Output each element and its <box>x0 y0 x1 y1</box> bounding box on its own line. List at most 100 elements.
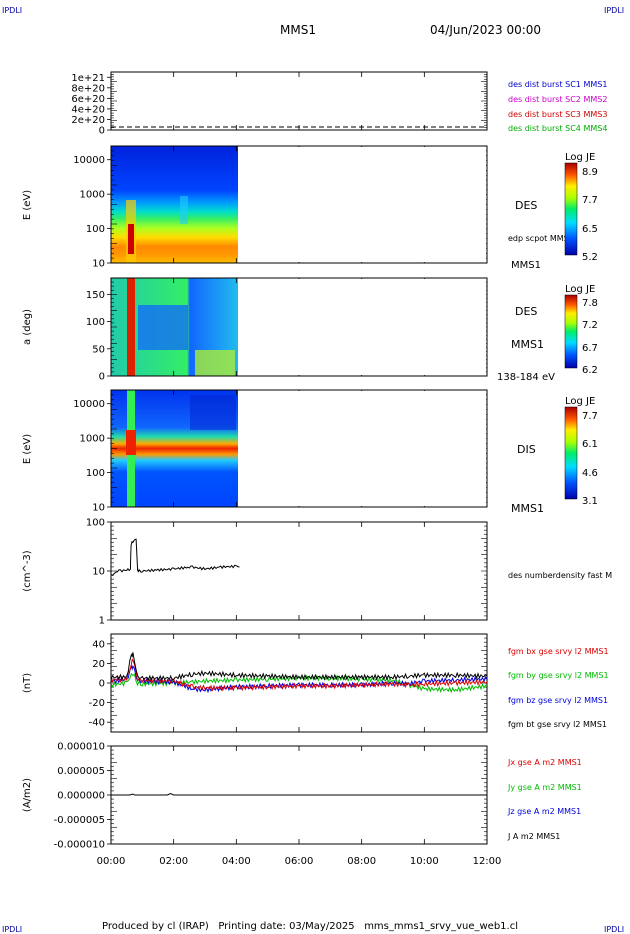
corner-label-bottom-right: IPDLI <box>604 925 624 934</box>
legend-current-jz: Jz gse A m2 MMS1 <box>507 807 581 816</box>
y-tick-label: 1 <box>99 616 105 627</box>
series-line <box>111 792 487 796</box>
panel-dis-energy: DIS MMS1 Log JE 7.7 6.1 4.6 3.1 <box>111 390 598 515</box>
des-energy-hot-spot <box>128 224 134 254</box>
des-pitch-yellow-region <box>195 350 235 376</box>
des-pitch-spacecraft-label: MMS1 <box>511 338 544 351</box>
des-energy-colorbar-tick: 7.7 <box>582 195 598 206</box>
y-tick-label: 0 <box>99 372 105 383</box>
date-title: 04/Jun/2023 00:00 <box>430 23 541 37</box>
legend-current-jx: Jx gse A m2 MMS1 <box>507 758 582 767</box>
des-energy-stripe <box>180 196 188 224</box>
des-energy-colorbar-tick: 8.9 <box>582 167 598 178</box>
panel-des-pitch: DES MMS1 138-184 eV Log JE 7.8 7.2 6.7 6… <box>111 278 598 383</box>
y-tick-label: 20 <box>92 659 105 670</box>
y-axis-label: a (deg) <box>22 309 33 345</box>
y-tick-label: 10 <box>92 567 105 578</box>
y-axis-label: E (eV) <box>22 434 33 464</box>
x-tick-label: 02:00 <box>159 856 188 867</box>
y-tick-label: -0.000005 <box>54 815 105 826</box>
y-tick-label: 40 <box>92 639 105 650</box>
spectrogram-no-data-area <box>239 279 486 375</box>
panel-axes: 100 10 1 (cm^-3) <box>22 518 488 627</box>
y-tick-label: 0.000010 <box>57 742 105 753</box>
dis-energy-colorbar-tick: 7.7 <box>582 411 598 422</box>
axes-layer: 1e+218e+206e+204e+202e+20010000100010010… <box>22 71 502 867</box>
legend-sc4: des dist burst SC4 MMS4 <box>508 124 607 133</box>
y-tick-label: 10 <box>92 259 105 270</box>
y-axis-label: (nT) <box>22 673 33 693</box>
spacecraft-title: MMS1 <box>280 23 316 37</box>
x-tick-label: 04:00 <box>222 856 251 867</box>
panel-axes: 0.000010 0.000005 0.000000 -0.000005 -0.0000… <box>22 742 488 851</box>
panel-fgm: fgm bx gse srvy l2 MMS1 fgm by gse srvy … <box>508 647 609 729</box>
des-pitch-colorbar-tick: 6.7 <box>582 343 598 354</box>
x-tick-label: 10:00 <box>410 856 439 867</box>
panel-frame <box>110 71 488 131</box>
y-tick-label: 10000 <box>73 155 105 166</box>
des-energy-instrument-label: DES <box>515 199 537 212</box>
des-pitch-energy-range-label: 138-184 eV <box>497 372 555 383</box>
y-tick-label: 4e+20 <box>71 104 105 115</box>
y-axis-label: (cm^-3) <box>22 550 33 591</box>
y-tick-label: 150 <box>86 290 105 301</box>
legend-fgm-by: fgm by gse srvy l2 MMS1 <box>508 671 609 680</box>
des-pitch-blue-region <box>138 305 188 350</box>
panel-density: des numberdensity fast M <box>508 571 612 580</box>
panel-axes: 40 20 0 -20 -40 (nT) <box>22 633 488 733</box>
y-tick-label: 100 <box>86 317 105 328</box>
y-tick-label: 10000 <box>73 399 105 410</box>
des-pitch-instrument-label: DES <box>515 305 537 318</box>
y-tick-label: -20 <box>89 698 105 709</box>
y-tick-label: 100 <box>86 468 105 479</box>
panel-frame <box>110 521 488 621</box>
dis-energy-colorbar <box>564 406 578 500</box>
x-tick-label: 00:00 <box>97 856 126 867</box>
y-tick-label: 100 <box>86 224 105 235</box>
panel-burst: des dist burst SC1 MMS1 des dist burst S… <box>111 80 607 133</box>
y-tick-label: 0.000005 <box>57 766 105 777</box>
y-tick-label: 10 <box>92 503 105 514</box>
y-tick-label: 1000 <box>80 190 105 201</box>
des-pitch-colorbar-tick: 7.8 <box>582 298 598 309</box>
legend-current-jy: Jy gse A m2 MMS1 <box>507 783 582 792</box>
series-line <box>110 652 488 682</box>
dis-energy-colorbar-tick: 3.1 <box>582 496 598 507</box>
corner-label-top-right: IPDLI <box>604 6 624 15</box>
series-line <box>110 538 240 577</box>
y-tick-label: 6e+20 <box>71 94 105 105</box>
y-tick-label: 50 <box>92 344 105 355</box>
panel-des-energy: DES edp scpot MMS1 MMS1 Log JE 8.9 7.7 6… <box>111 146 598 271</box>
des-energy-colorbar <box>564 162 578 256</box>
panel-current: Jx gse A m2 MMS1 Jy gse A m2 MMS1 Jz gse… <box>507 758 582 841</box>
des-energy-colorbar-tick: 6.5 <box>582 224 598 235</box>
y-tick-label: 2e+20 <box>71 115 105 126</box>
des-energy-colorbar-tick: 5.2 <box>582 252 598 263</box>
y-tick-label: 100 <box>86 518 105 529</box>
corner-label-bottom-left: IPDLI <box>2 925 22 934</box>
density-legend: des numberdensity fast M <box>508 571 612 580</box>
dis-energy-colorbar-title: Log JE <box>565 396 595 407</box>
dis-energy-colorbar-tick: 4.6 <box>582 468 598 479</box>
x-tick-label: 08:00 <box>347 856 376 867</box>
y-tick-label: 0 <box>99 126 105 137</box>
y-tick-label: 0 <box>99 679 105 690</box>
y-axis-label: E (eV) <box>22 190 33 220</box>
footer-credits: Produced by cl (IRAP) Printing date: 03/… <box>102 921 518 932</box>
dis-energy-dark-region <box>190 395 236 430</box>
legend-sc1: des dist burst SC1 MMS1 <box>508 80 607 89</box>
dis-energy-colorbar-tick: 6.1 <box>582 439 598 450</box>
y-tick-label: -0.000010 <box>54 840 105 851</box>
des-pitch-hot-column <box>127 278 135 376</box>
des-energy-overlay-label: edp scpot MMS1 <box>508 234 574 243</box>
legend-sc3: des dist burst SC3 MMS3 <box>508 110 607 119</box>
dis-energy-hot-spot <box>126 430 136 455</box>
des-pitch-colorbar <box>564 294 578 369</box>
corner-label-top-left: IPDLI <box>2 6 22 15</box>
legend-current-j: J A m2 MMS1 <box>507 832 560 841</box>
spectrogram-no-data-area <box>239 391 486 506</box>
des-pitch-colorbar-tick: 6.2 <box>582 365 598 376</box>
y-tick-label: 8e+20 <box>71 83 105 94</box>
x-tick-label: 12:00 <box>473 856 502 867</box>
